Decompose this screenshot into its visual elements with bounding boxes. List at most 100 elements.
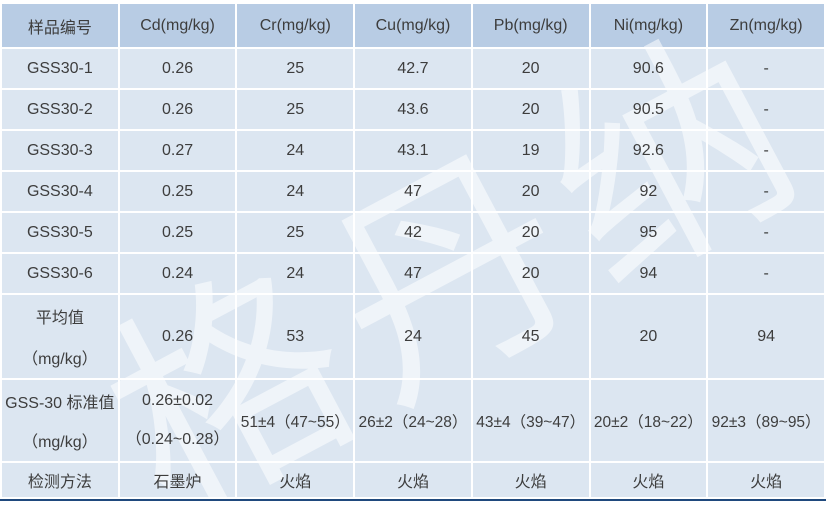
table-row: GSS30-4 0.25 24 47 20 92 - bbox=[2, 172, 824, 211]
value-cell: 43±4（39~47） bbox=[472, 380, 589, 461]
value-cell: 0.27 bbox=[119, 131, 236, 170]
cell-text: 94 bbox=[757, 327, 775, 345]
cell-text: 火焰 bbox=[514, 474, 547, 491]
average-label-line2: （mg/kg） bbox=[22, 351, 98, 368]
cell-text: 石墨炉 bbox=[153, 474, 202, 491]
value-cell: 90.5 bbox=[590, 90, 707, 129]
cell-text: 25 bbox=[286, 100, 305, 118]
value-cell: 24 bbox=[237, 131, 354, 170]
cell-text: 90.5 bbox=[632, 100, 664, 118]
cell-text: 火焰 bbox=[750, 474, 783, 491]
cell-text: GSS30-4 bbox=[26, 182, 93, 200]
value-cell: 0.25 bbox=[119, 213, 236, 252]
value-cell: 20 bbox=[472, 90, 589, 129]
cell-text: GSS30-3 bbox=[26, 141, 93, 159]
header-cell-zn: Zn(mg/kg) bbox=[708, 4, 824, 47]
standard-row-label: GSS-30 标准值 （mg/kg） bbox=[2, 389, 118, 452]
cell-text: 47 bbox=[404, 264, 422, 282]
value-cell: - bbox=[708, 90, 824, 129]
value-cell: - bbox=[708, 254, 824, 293]
value-cell: 20 bbox=[472, 254, 589, 293]
row-label-cell: GSS30-5 bbox=[2, 213, 118, 252]
cell-text: - bbox=[763, 264, 769, 282]
value-cell: 0.25 bbox=[119, 172, 236, 211]
table-row: GSS30-3 0.27 24 43.1 19 92.6 - bbox=[2, 131, 824, 170]
cell-text: 94 bbox=[639, 264, 658, 282]
cell-text: 20 bbox=[521, 223, 540, 241]
cell-text: - bbox=[763, 100, 769, 118]
cell-text: 0.27 bbox=[161, 141, 194, 159]
row-label-cell: GSS30-4 bbox=[2, 172, 118, 211]
header-cell-cu: Cu(mg/kg) bbox=[355, 4, 471, 47]
value-cell: 92±3（89~95） bbox=[708, 380, 824, 461]
cell-text: - bbox=[763, 141, 769, 159]
cell-text: 25 bbox=[286, 59, 305, 77]
value-cell: 25 bbox=[237, 213, 354, 252]
cell-text: 0.26 bbox=[161, 59, 194, 77]
standard-value-row: GSS-30 标准值 （mg/kg） 0.26±0.02 （0.24~0.28）… bbox=[2, 380, 824, 461]
value-cell: 火焰 bbox=[708, 463, 824, 497]
header-cell-cr: Cr(mg/kg) bbox=[237, 4, 354, 47]
cell-text: 43.6 bbox=[397, 100, 429, 118]
method-row: 检测方法 石墨炉 火焰 火焰 火焰 火焰 火焰 bbox=[2, 463, 824, 497]
cell-text: 19 bbox=[521, 141, 540, 159]
value-cell: 25 bbox=[237, 49, 354, 88]
header-label: Cu(mg/kg) bbox=[375, 16, 451, 34]
cell-text: 20 bbox=[521, 59, 540, 77]
standard-cd-line2: （0.24~0.28） bbox=[125, 431, 230, 448]
cell-text: 24 bbox=[286, 141, 305, 159]
value-cell: 53 bbox=[237, 295, 354, 378]
cell-text: 92.6 bbox=[632, 141, 664, 159]
value-cell: 95 bbox=[590, 213, 707, 252]
value-cell: 0.26 bbox=[119, 49, 236, 88]
cell-text: 20 bbox=[521, 100, 540, 118]
cell-text: 45 bbox=[521, 327, 540, 345]
value-cell: 26±2（24~28） bbox=[355, 380, 471, 461]
standard-label-line2: （mg/kg） bbox=[22, 434, 98, 451]
cell-text: 92±3（89~95） bbox=[711, 413, 821, 431]
row-label-cell: GSS30-2 bbox=[2, 90, 118, 129]
value-cell: 24 bbox=[237, 254, 354, 293]
cell-text: - bbox=[763, 59, 769, 77]
header-cell-cd: Cd(mg/kg) bbox=[119, 4, 236, 47]
header-label: Zn(mg/kg) bbox=[729, 16, 803, 34]
cell-text: 26±2（24~28） bbox=[358, 413, 468, 431]
header-cell-sample-id: 样品编号 bbox=[2, 4, 118, 47]
value-cell: 0.26 bbox=[119, 90, 236, 129]
table-row: GSS30-2 0.26 25 43.6 20 90.5 - bbox=[2, 90, 824, 129]
cell-text: 火焰 bbox=[279, 474, 312, 491]
value-cell: 45 bbox=[472, 295, 589, 378]
row-label-cell: GSS-30 标准值 （mg/kg） bbox=[2, 380, 118, 461]
value-cell: 20 bbox=[472, 213, 589, 252]
value-cell: - bbox=[708, 131, 824, 170]
standard-cd-line1: 0.26±0.02 bbox=[142, 392, 214, 409]
row-label-cell: GSS30-1 bbox=[2, 49, 118, 88]
cell-text: 42.7 bbox=[397, 59, 429, 77]
value-cell: 火焰 bbox=[355, 463, 471, 497]
value-cell: 20 bbox=[590, 295, 707, 378]
cell-text: GSS30-6 bbox=[26, 264, 93, 282]
value-cell: 20±2（18~22） bbox=[590, 380, 707, 461]
value-cell: 火焰 bbox=[472, 463, 589, 497]
average-label-line1: 平均值 bbox=[35, 310, 84, 327]
value-cell: 0.24 bbox=[119, 254, 236, 293]
header-cell-pb: Pb(mg/kg) bbox=[472, 4, 589, 47]
value-cell: 24 bbox=[237, 172, 354, 211]
cell-text: 0.24 bbox=[161, 264, 194, 282]
value-cell: 0.26 bbox=[119, 295, 236, 378]
cell-text: GSS30-1 bbox=[26, 59, 93, 77]
cell-text: 24 bbox=[286, 182, 305, 200]
cell-text: - bbox=[763, 182, 769, 200]
cell-text: - bbox=[763, 223, 769, 241]
cell-text: 火焰 bbox=[632, 474, 665, 491]
cell-text: 20 bbox=[639, 327, 658, 345]
table-row: GSS30-1 0.26 25 42.7 20 90.6 - bbox=[2, 49, 824, 88]
value-cell: - bbox=[708, 172, 824, 211]
header-label: Cr(mg/kg) bbox=[259, 16, 331, 34]
cell-text: 0.26 bbox=[161, 327, 194, 345]
value-cell: 43.1 bbox=[355, 131, 471, 170]
standard-label-line1: GSS-30 标准值 bbox=[5, 395, 115, 412]
value-cell: 51±4（47~55） bbox=[237, 380, 354, 461]
